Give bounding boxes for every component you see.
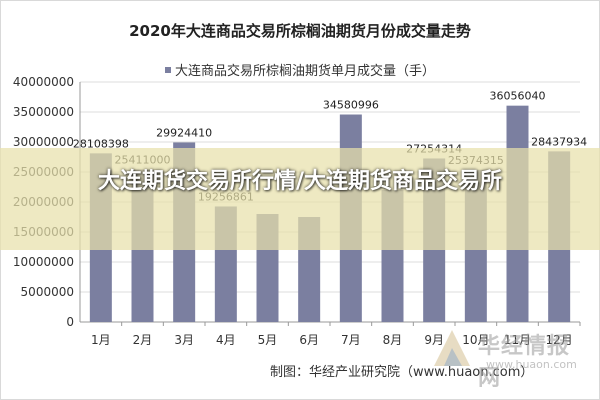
x-tick-label: 3月 — [174, 333, 194, 347]
x-tick-label: 4月 — [216, 333, 236, 347]
y-tick-label: 5000000 — [21, 285, 74, 299]
watermark: 华经情报网 www.huaon.com — [428, 322, 588, 391]
watermark-name: 华经情报网 — [478, 334, 571, 391]
chart-title: 2020年大连商品交易所棕榈油期货月份成交量走势 — [129, 22, 471, 40]
data-label: 28437934 — [531, 135, 587, 148]
x-tick-label: 10月 — [462, 333, 489, 347]
y-tick-label: 10000000 — [13, 255, 74, 269]
legend-label: 大连商品交易所棕榈油期货单月成交量（手） — [174, 64, 435, 79]
x-tick-label: 2月 — [133, 333, 153, 347]
x-tick-label: 5月 — [258, 333, 278, 347]
huaon-logo-icon — [434, 330, 470, 366]
x-tick-label: 9月 — [424, 333, 444, 347]
x-tick-label: 1月 — [91, 333, 111, 347]
data-label: 34580996 — [323, 99, 379, 112]
x-tick-label: 8月 — [383, 333, 403, 347]
y-tick-label: 0 — [66, 315, 74, 329]
x-tick-label: 7月 — [341, 333, 361, 347]
banner-overlay — [0, 148, 600, 250]
watermark-url: www.huaon.com — [486, 358, 577, 371]
data-label: 28108398 — [73, 137, 129, 150]
data-label: 36056040 — [490, 90, 546, 103]
legend-swatch — [164, 66, 171, 73]
x-tick-label: 12月 — [546, 333, 573, 347]
x-tick-label: 11月 — [504, 333, 531, 347]
x-tick-label: 6月 — [299, 333, 319, 347]
y-tick-label: 35000000 — [13, 105, 74, 119]
chart-legend: 大连商品交易所棕榈油期货单月成交量（手） — [0, 60, 600, 79]
y-tick-label: 40000000 — [13, 75, 74, 89]
banner-text: 大连期货交易所行情/大连期货商品交易所 — [97, 169, 503, 194]
source-note: 制图：华经产业研究院（www.huaon.com） — [270, 365, 534, 380]
y-tick-label: 30000000 — [13, 135, 74, 149]
data-label: 29924410 — [156, 126, 212, 139]
